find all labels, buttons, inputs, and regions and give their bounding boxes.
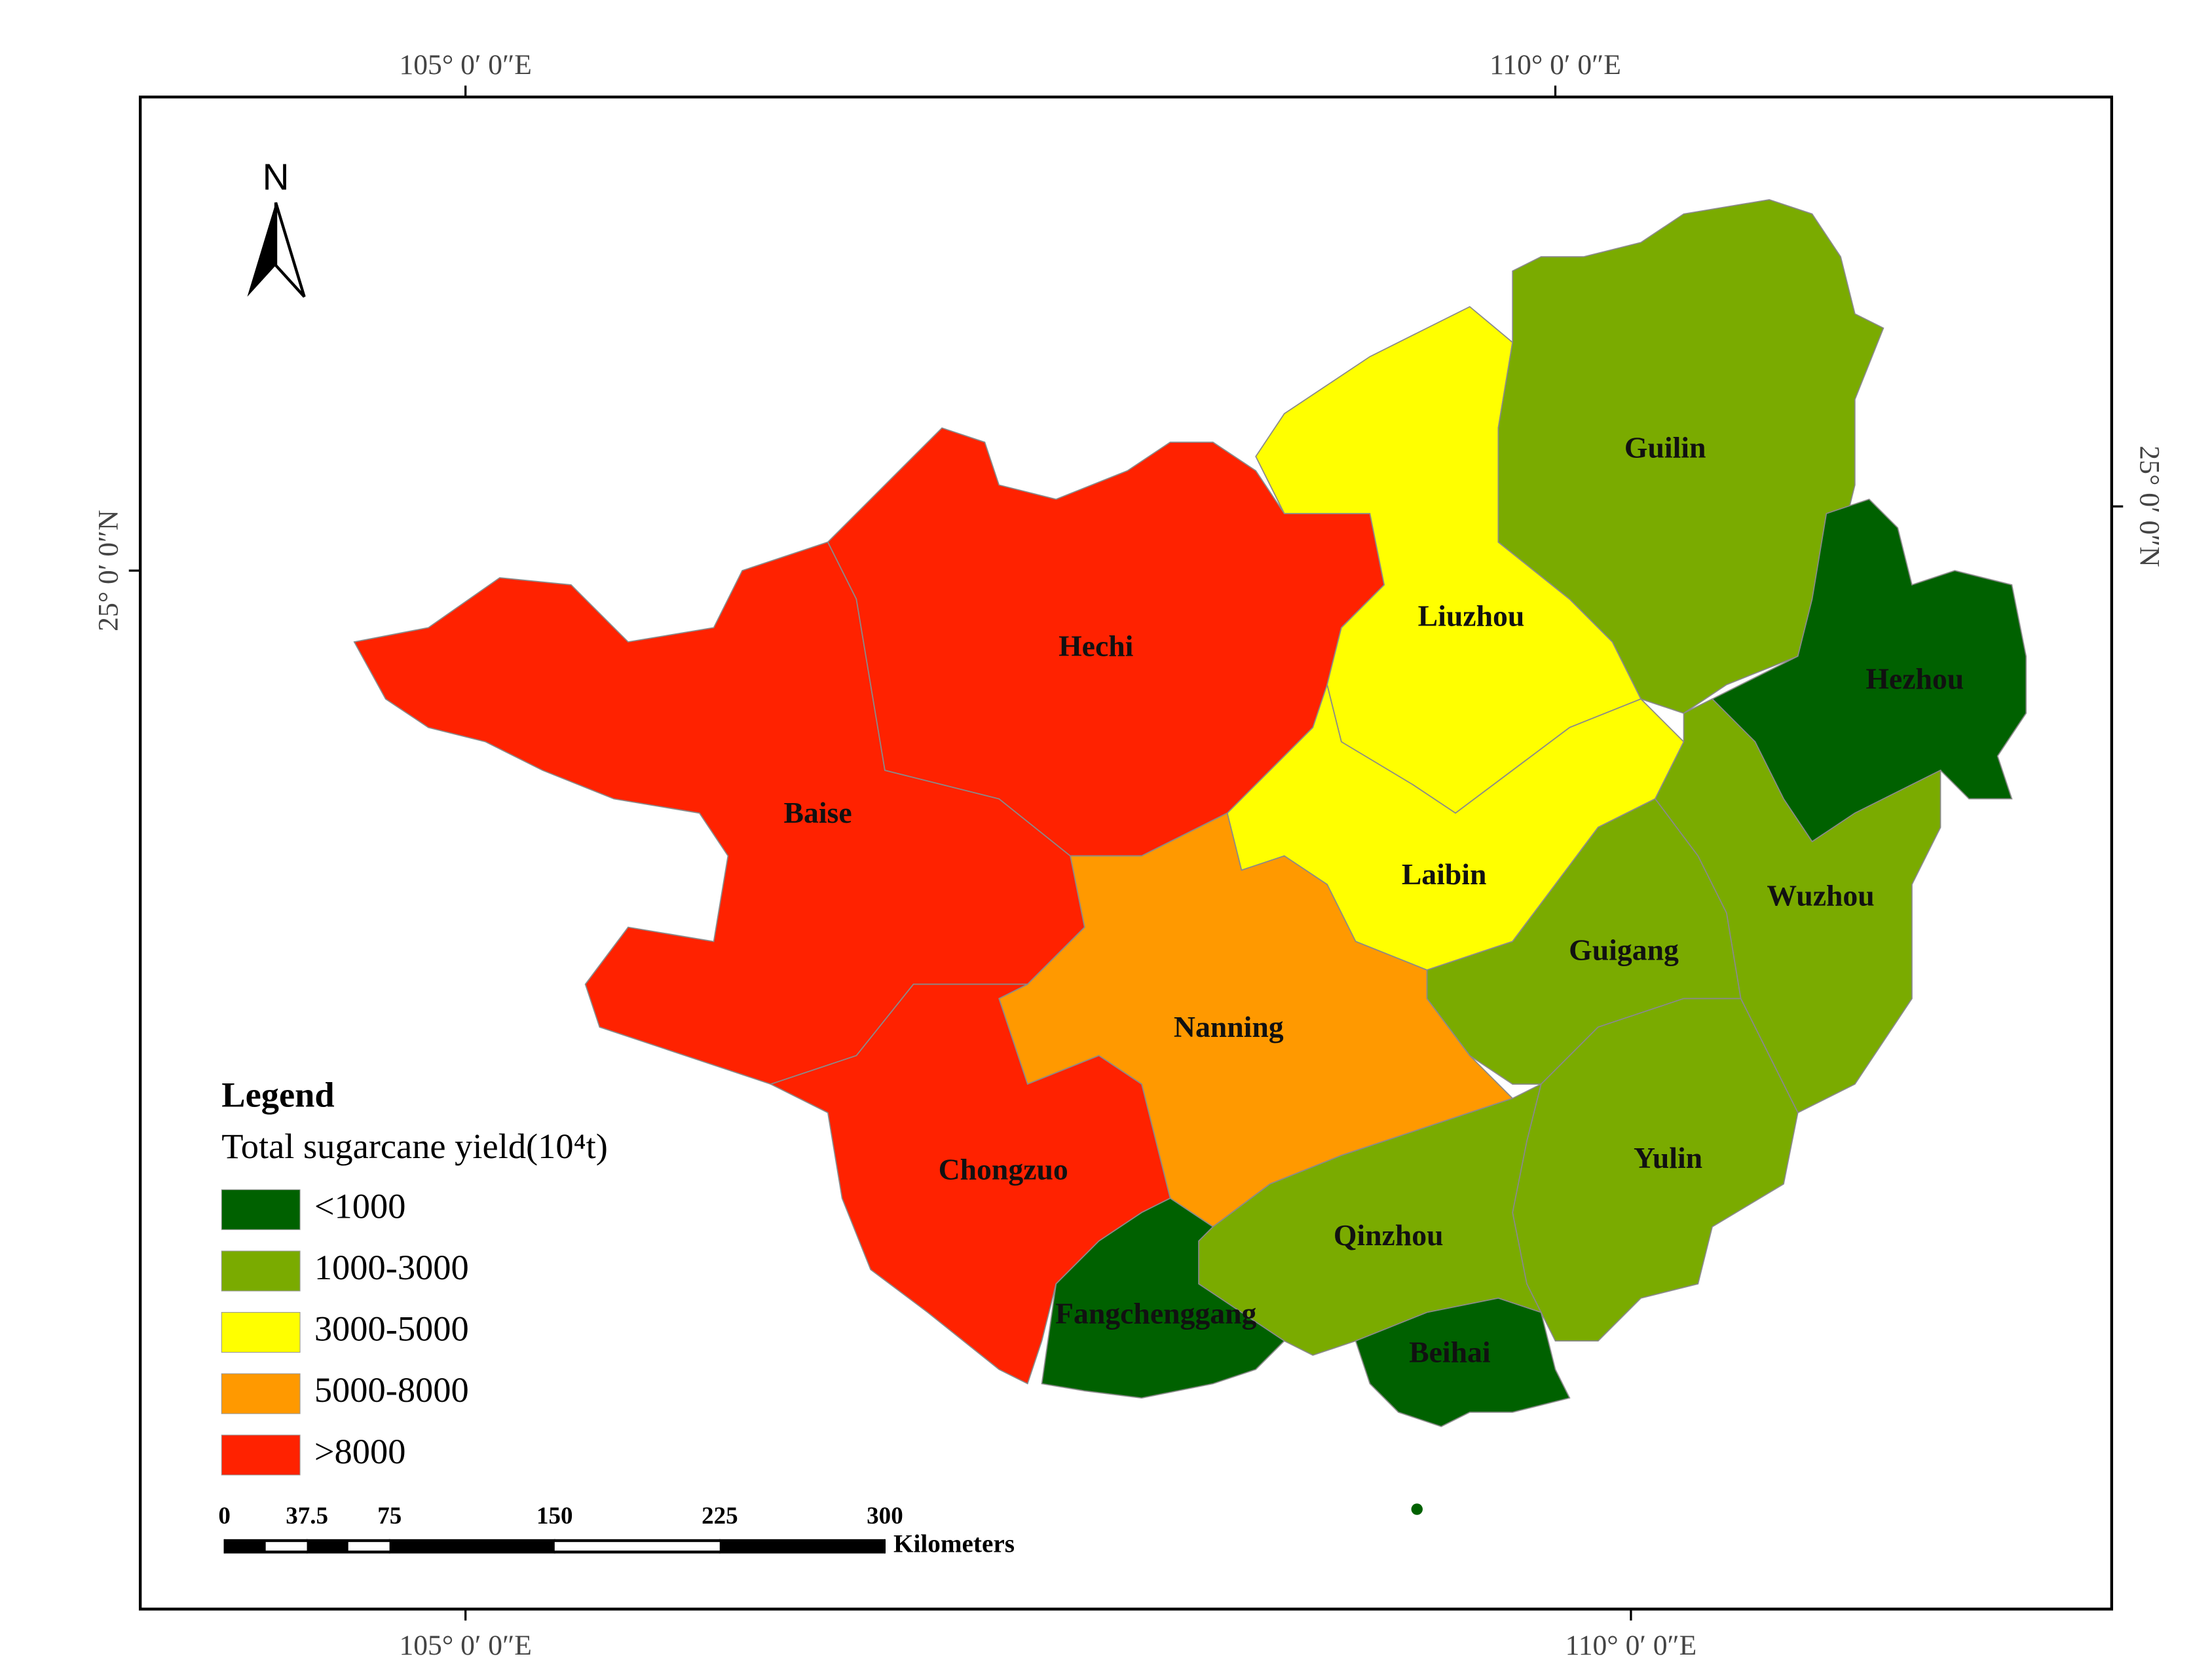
region-label: Yulin <box>1634 1141 1702 1174</box>
legend-swatch <box>221 1250 301 1292</box>
legend-swatch <box>221 1312 301 1353</box>
coord-label: 110° 0′ 0″E <box>1565 1630 1697 1661</box>
north-label: N <box>263 157 290 198</box>
north-arrow: N <box>247 157 306 298</box>
scale-segment <box>554 1542 720 1551</box>
coord-label: 25° 0′ 0″N <box>2133 445 2165 567</box>
region <box>1041 1197 1286 1399</box>
region-labels: Baise Hechi Liuzhou Laibin Guilin Hezhou… <box>784 431 1964 1369</box>
scale-label: 37.5 <box>286 1503 328 1529</box>
legend: Legend Total sugarcane yield(10⁴t) <1000… <box>221 1074 608 1476</box>
region <box>1355 1297 1571 1427</box>
legend-swatch <box>221 1189 301 1230</box>
region-label: Qinzhou <box>1334 1218 1444 1252</box>
scale-unit: Kilometers <box>893 1530 1015 1558</box>
region-label: Baise <box>784 796 852 829</box>
legend-label: <1000 <box>314 1186 406 1226</box>
region-label: Hechi <box>1059 629 1134 662</box>
region-label: Hezhou <box>1865 662 1964 695</box>
coord-label: 105° 0′ 0″E <box>400 49 532 81</box>
legend-swatch <box>221 1435 301 1476</box>
region-label: Fangchenggang <box>1055 1297 1257 1330</box>
graticule-ticks <box>128 85 2124 1621</box>
scale-segment <box>265 1542 307 1551</box>
region-label: Chongzuo <box>939 1153 1068 1186</box>
legend-swatch <box>221 1373 301 1414</box>
region-label: Laibin <box>1402 857 1487 891</box>
legend-label: >8000 <box>314 1431 406 1471</box>
scale-label: 0 <box>218 1503 231 1529</box>
scale-label: 300 <box>867 1503 903 1529</box>
region-label: Beihai <box>1409 1335 1491 1368</box>
region-label: Liuzhou <box>1418 599 1525 633</box>
scale-segment <box>719 1542 885 1551</box>
scale-segment <box>307 1542 348 1551</box>
scale-label: 75 <box>377 1503 402 1529</box>
scale-segment <box>224 1542 266 1551</box>
region-label: Guigang <box>1569 933 1679 966</box>
island <box>1411 1503 1423 1515</box>
scale-segment <box>348 1542 390 1551</box>
region-label: Wuzhou <box>1767 879 1874 912</box>
coord-label: 110° 0′ 0″E <box>1490 49 1621 81</box>
legend-label: 5000-8000 <box>314 1370 469 1410</box>
legend-title: Legend <box>221 1074 334 1114</box>
coord-label: 25° 0′ 0″N <box>92 510 124 631</box>
region <box>1426 798 1742 1085</box>
scale-segment <box>389 1542 555 1551</box>
coord-label: 105° 0′ 0″E <box>400 1630 532 1661</box>
legend-label: 3000-5000 <box>314 1309 469 1349</box>
region <box>1497 198 1884 714</box>
scale-label: 150 <box>536 1503 573 1529</box>
regions <box>353 198 2027 1515</box>
legend-label: 1000-3000 <box>314 1247 469 1287</box>
scale-label: 225 <box>702 1503 738 1529</box>
region-label: Nanning <box>1174 1010 1284 1043</box>
region-label: Guilin <box>1624 431 1706 464</box>
legend-subtitle: Total sugarcane yield(10⁴t) <box>221 1126 608 1166</box>
